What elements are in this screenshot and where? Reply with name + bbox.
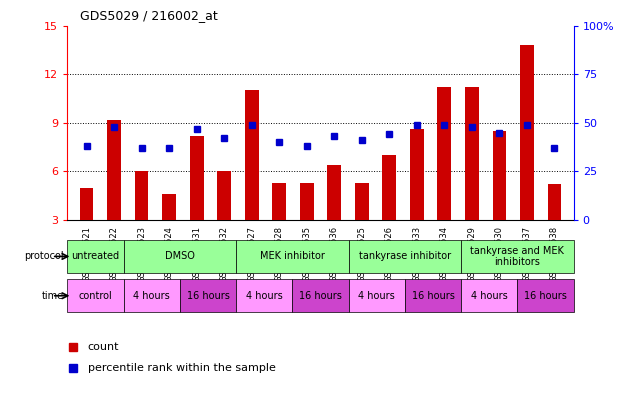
Text: GDS5029 / 216002_at: GDS5029 / 216002_at bbox=[80, 9, 218, 22]
Bar bbox=[405, 279, 461, 312]
Text: 16 hours: 16 hours bbox=[524, 291, 567, 301]
Text: 16 hours: 16 hours bbox=[412, 291, 454, 301]
Bar bbox=[236, 240, 349, 273]
Text: control: control bbox=[79, 291, 112, 301]
Text: DMSO: DMSO bbox=[165, 252, 195, 261]
Bar bbox=[300, 183, 313, 220]
Text: 16 hours: 16 hours bbox=[187, 291, 229, 301]
Text: tankyrase inhibitor: tankyrase inhibitor bbox=[359, 252, 451, 261]
Bar bbox=[547, 184, 562, 220]
Bar bbox=[520, 45, 534, 220]
Bar bbox=[292, 279, 349, 312]
Text: protocol: protocol bbox=[24, 252, 64, 261]
Bar bbox=[355, 183, 369, 220]
Text: percentile rank within the sample: percentile rank within the sample bbox=[88, 363, 276, 373]
Bar bbox=[328, 165, 341, 220]
Bar bbox=[461, 279, 517, 312]
Bar bbox=[245, 90, 258, 220]
Bar bbox=[190, 136, 204, 220]
Bar bbox=[461, 240, 574, 273]
Bar bbox=[236, 279, 292, 312]
Bar bbox=[135, 171, 149, 220]
Bar bbox=[272, 183, 286, 220]
Text: MEK inhibitor: MEK inhibitor bbox=[260, 252, 325, 261]
Text: tankyrase and MEK
inhibitors: tankyrase and MEK inhibitors bbox=[470, 246, 564, 267]
Text: untreated: untreated bbox=[71, 252, 119, 261]
Bar bbox=[517, 279, 574, 312]
Bar bbox=[67, 240, 124, 273]
Bar bbox=[180, 279, 236, 312]
Text: 4 hours: 4 hours bbox=[246, 291, 283, 301]
Bar bbox=[67, 279, 124, 312]
Text: 4 hours: 4 hours bbox=[358, 291, 395, 301]
Bar bbox=[437, 87, 451, 220]
Text: 16 hours: 16 hours bbox=[299, 291, 342, 301]
Bar bbox=[162, 194, 176, 220]
Bar bbox=[349, 240, 461, 273]
Bar bbox=[410, 129, 424, 220]
Bar bbox=[124, 240, 236, 273]
Bar bbox=[349, 279, 405, 312]
Bar bbox=[107, 119, 121, 220]
Bar bbox=[217, 171, 231, 220]
Bar bbox=[124, 279, 180, 312]
Bar bbox=[492, 131, 506, 220]
Text: time: time bbox=[42, 291, 64, 301]
Text: 4 hours: 4 hours bbox=[471, 291, 508, 301]
Bar bbox=[79, 188, 94, 220]
Text: 4 hours: 4 hours bbox=[133, 291, 170, 301]
Bar bbox=[383, 155, 396, 220]
Bar bbox=[465, 87, 479, 220]
Text: count: count bbox=[88, 342, 119, 352]
